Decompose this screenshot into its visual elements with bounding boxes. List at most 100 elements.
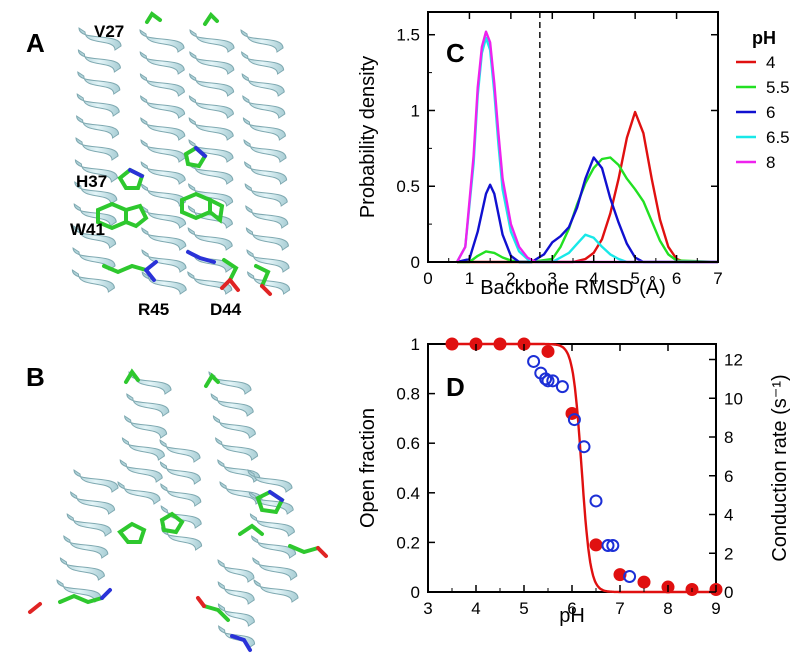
fit-curve	[447, 342, 716, 594]
open-fraction-point	[493, 337, 507, 351]
helix-turn	[217, 603, 255, 627]
helix-turn	[73, 203, 117, 227]
helix-turn	[140, 117, 186, 141]
y-tick-label: 0	[411, 253, 420, 272]
helix-turn	[124, 415, 168, 439]
helix-turn	[73, 225, 117, 249]
helix-turn	[246, 249, 290, 273]
panel-letter-b: B	[26, 362, 45, 392]
helix-turn	[217, 581, 255, 605]
y-tick-label: 0.4	[396, 484, 420, 503]
series-line-ph-6	[456, 156, 718, 264]
sidechains-b	[28, 368, 328, 652]
open-fraction-point	[589, 538, 603, 552]
helix-turn	[240, 29, 284, 53]
y-tick-label: 1	[411, 335, 420, 354]
helix-turn	[189, 51, 235, 75]
plot-frame	[427, 343, 717, 593]
x-tick-label: 3	[423, 599, 432, 618]
x-tick-label: 3	[548, 269, 557, 288]
helix-turn	[247, 271, 291, 295]
helix-turn	[139, 29, 185, 53]
helix-turn	[187, 271, 233, 295]
helix-turn	[159, 461, 201, 485]
helix-bundle-a	[71, 27, 291, 295]
conduction-rate-point	[546, 374, 560, 388]
open-fraction-point	[445, 337, 459, 351]
conduction-rate-point	[555, 380, 569, 394]
helix-turn	[160, 483, 202, 507]
y-tick-label: 0.6	[396, 434, 420, 453]
helix-turn	[188, 117, 234, 141]
x-axis-label: pH	[559, 605, 585, 627]
helix-turn	[249, 513, 295, 537]
legend-label-ph-6.5: 6.5	[766, 128, 790, 147]
helix-turn	[76, 115, 120, 139]
helix-turn	[126, 393, 170, 417]
y-tick-label: 0	[411, 583, 420, 602]
helix-turn	[140, 95, 186, 119]
helix-turn	[77, 49, 121, 73]
helix-turn	[140, 139, 186, 163]
residue-label-v27: V27	[94, 22, 125, 41]
helix-turn	[244, 183, 288, 207]
helix-turn	[141, 205, 187, 229]
helix-turn	[242, 95, 286, 119]
helix-turn	[63, 535, 109, 559]
helix-turn	[188, 161, 234, 185]
structure-panel-b	[28, 368, 328, 652]
structure-panel-a	[71, 11, 291, 296]
y-tick-label: 0.5	[396, 177, 420, 196]
helix-turn	[187, 227, 233, 251]
helix-turn	[212, 415, 256, 439]
panel-letter-c: C	[446, 38, 465, 68]
x-tick-label: 1	[465, 269, 474, 288]
helix-turn	[77, 71, 121, 95]
conduction-rate-point	[539, 372, 553, 386]
legend-label-ph-8: 8	[766, 153, 775, 172]
y2-tick-label: 6	[724, 467, 733, 486]
helix-turn	[243, 139, 287, 163]
y2-tick-label: 10	[724, 389, 743, 408]
helix-turn	[71, 269, 115, 293]
y-tick-label: 1	[411, 101, 420, 120]
y2-tick-label: 12	[724, 351, 743, 370]
helix-turn	[74, 181, 118, 205]
helix-turn	[141, 249, 187, 273]
helix-turn	[252, 557, 298, 581]
y-axis-label: Probability density	[357, 56, 379, 218]
x-tick-label: 4	[471, 599, 480, 618]
panel-letter-d: D	[446, 372, 465, 402]
conduction-rate-point	[623, 570, 637, 583]
conduction-rate-point	[606, 539, 620, 552]
open-fraction-point	[541, 344, 555, 358]
helix-turn	[59, 557, 105, 581]
helix-turn	[217, 559, 255, 583]
helix-turn	[78, 27, 122, 51]
helix-turn	[161, 527, 203, 551]
helix-turn	[241, 51, 285, 75]
conduction-rate-point	[577, 440, 591, 454]
y2-axis-label: Conduction rate (s⁻¹)	[769, 374, 791, 561]
panel-letter-a: A	[26, 28, 45, 58]
y2-tick-label: 8	[724, 428, 733, 447]
conduction-rate-point	[527, 354, 541, 368]
helix-turn	[253, 579, 299, 603]
open-fraction-point	[613, 568, 627, 582]
legend-label-ph-6: 6	[766, 103, 775, 122]
helix-turn	[121, 437, 165, 461]
helix-turn	[244, 161, 288, 185]
helix-turn	[74, 159, 118, 183]
helix-turn	[247, 469, 293, 493]
helix-turn	[210, 393, 254, 417]
y-tick-label: 1.5	[396, 26, 420, 45]
x-tick-label: 6	[567, 599, 576, 618]
x-tick-label: 5	[519, 599, 528, 618]
helix-bundle-b	[56, 371, 299, 649]
helix-turn	[188, 95, 234, 119]
x-tick-label: 8	[663, 599, 672, 618]
y-tick-label: 0.2	[396, 533, 420, 552]
helix-turn	[241, 73, 285, 97]
